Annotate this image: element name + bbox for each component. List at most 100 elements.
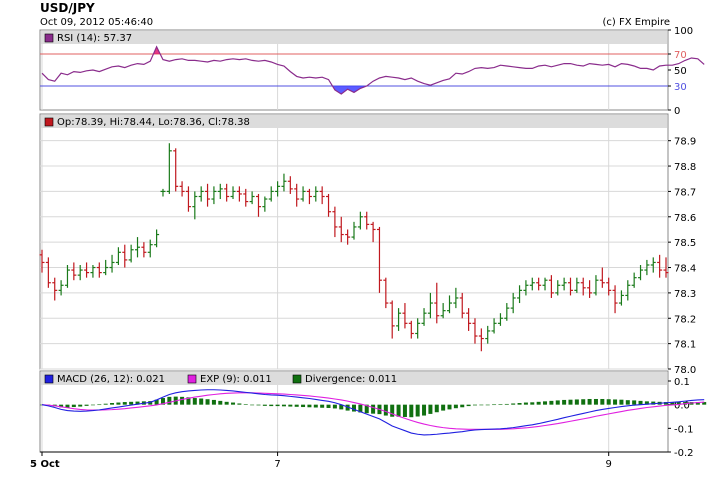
chart-symbol: USD/JPY (40, 1, 95, 15)
divergence-bar (479, 404, 484, 406)
divergence-bar (383, 404, 388, 416)
rsi-legend-swatch (44, 33, 54, 43)
divergence-bar (269, 404, 274, 407)
divergence-bar (307, 404, 312, 408)
divergence-bar (466, 404, 471, 407)
price-ytick-label: 78.9 (674, 137, 696, 148)
macd-ytick-label: -0.1 (674, 424, 694, 435)
divergence-bar (262, 404, 267, 406)
divergence-bar (186, 397, 191, 405)
divergence-bar (625, 400, 630, 405)
divergence-bar (154, 399, 159, 405)
macd-legend-label-divergence: Divergence: 0.011 (305, 374, 397, 385)
divergence-bar (122, 402, 127, 405)
price-ytick-label: 78.0 (674, 365, 696, 376)
price-ytick-label: 78.1 (674, 340, 696, 351)
divergence-bar (441, 404, 446, 411)
divergence-bar (224, 401, 229, 405)
divergence-bar (358, 404, 363, 413)
rsi-overbought-area (153, 46, 161, 54)
divergence-bar (332, 404, 337, 409)
divergence-bar (192, 398, 197, 405)
divergence-bar (702, 402, 707, 405)
divergence-bar (65, 404, 70, 408)
divergence-bar (574, 399, 579, 405)
price-ytick-label: 78.7 (674, 187, 696, 198)
divergence-bar (587, 398, 592, 405)
divergence-bar (110, 403, 115, 405)
divergence-bar (256, 404, 261, 406)
divergence-bar (371, 404, 376, 414)
divergence-bar (472, 404, 477, 406)
divergence-bar (180, 396, 185, 405)
price-ytick-label: 78.6 (674, 213, 696, 224)
divergence-bar (364, 404, 369, 414)
chart-timestamp: Oct 09, 2012 05:46:40 (40, 17, 154, 28)
x-tick-label: 9 (606, 459, 612, 470)
divergence-bar (390, 404, 395, 417)
divergence-bar (606, 399, 611, 405)
divergence-bar (275, 404, 280, 407)
divergence-bar (619, 399, 624, 405)
macd-ytick-label: 0.1 (674, 377, 690, 388)
rsi-ytick-label: 0 (674, 106, 680, 117)
divergence-bar (288, 404, 293, 407)
rsi-ytick-label: 70 (674, 50, 687, 61)
divergence-bar (396, 404, 401, 417)
price-panel (39, 113, 669, 370)
divergence-bar (326, 404, 331, 408)
macd-legend-label-macd: MACD (26, 12): 0.021 (57, 374, 165, 385)
divergence-bar (543, 401, 548, 405)
divergence-bar (460, 404, 465, 408)
price-ytick-label: 78.2 (674, 314, 696, 325)
divergence-bar (218, 400, 223, 405)
divergence-bar (281, 404, 286, 407)
divergence-bar (651, 401, 656, 405)
macd-legend-swatch-exp (187, 374, 197, 384)
divergence-bar (434, 404, 439, 413)
rsi-legend-label: RSI (14): 57.37 (57, 33, 132, 44)
divergence-bar (71, 404, 76, 408)
price-legend-swatch (44, 117, 54, 127)
divergence-bar (676, 402, 681, 405)
divergence-bar (581, 399, 586, 405)
divergence-bar (695, 402, 700, 405)
divergence-bar (568, 399, 573, 405)
divergence-bar (339, 404, 344, 410)
divergence-bar (511, 403, 516, 405)
divergence-bar (670, 402, 675, 405)
divergence-bar (492, 404, 497, 406)
divergence-bar (199, 398, 204, 405)
price-legend-bar (41, 115, 667, 128)
macd-line (41, 389, 705, 436)
chart-copyright: (c) FX Empire (602, 17, 671, 28)
divergence-bar (301, 404, 306, 408)
divergence-bar (97, 404, 102, 406)
rsi-legend-bar (41, 31, 667, 44)
divergence-bar (250, 404, 255, 406)
divergence-bar (243, 404, 248, 405)
price-ytick-label: 78.4 (674, 264, 696, 275)
divergence-bar (664, 402, 668, 405)
macd-legend-swatch-macd (44, 374, 54, 384)
macd-legend-label-exp: EXP (9): 0.011 (200, 374, 272, 385)
divergence-bar (555, 400, 560, 405)
divergence-bar (294, 404, 299, 407)
rsi-line (41, 45, 705, 95)
rsi-ytick-label: 30 (674, 82, 687, 93)
divergence-bar (638, 400, 643, 405)
divergence-bar (167, 396, 172, 405)
divergence-bar (135, 401, 140, 405)
divergence-bar (345, 404, 350, 411)
divergence-bar (160, 398, 165, 405)
divergence-bar (78, 404, 83, 407)
divergence-bar (402, 404, 407, 417)
divergence-bar (593, 398, 598, 405)
price-ytick-label: 78.8 (674, 162, 696, 173)
divergence-bar (428, 404, 433, 414)
divergence-bar (504, 403, 509, 405)
divergence-bar (517, 403, 522, 405)
divergence-bar (485, 404, 490, 406)
divergence-bar (447, 404, 452, 410)
divergence-bar (453, 404, 458, 409)
